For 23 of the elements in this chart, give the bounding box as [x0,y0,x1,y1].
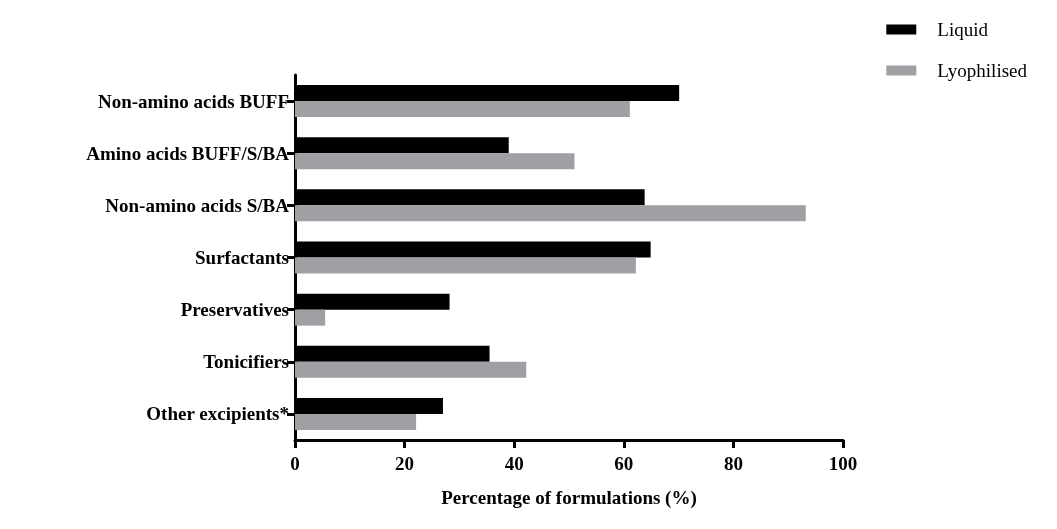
bar [295,153,575,170]
bar [295,205,806,222]
bar [295,101,630,118]
bar [295,257,636,274]
x-tick-label: 100 [828,453,858,474]
y-tick-label: Surfactants [195,247,289,268]
bar [295,361,527,378]
y-tick-label: Tonicifiers [203,351,289,373]
y-tick-label: Other excipients* [146,403,289,425]
x-tick-label: 0 [290,453,300,474]
x-tick-label: 80 [723,453,743,474]
y-tick-label: Non-amino acids BUFF [97,90,289,112]
legend-label: Lyophilised [937,60,1028,81]
bar [295,309,326,326]
x-tick-label: 20 [395,453,415,474]
y-tick-label: Preservatives [180,299,289,321]
x-axis-title: Percentage of formulations (%) [441,487,697,509]
x-tick-label: 60 [614,453,634,474]
y-tick-label: Amino acids BUFF/S/BA [86,142,290,164]
x-tick-label: 40 [504,453,524,474]
y-tick-label: Non-amino acids S/BA [105,194,290,216]
legend-label: Liquid [937,19,989,40]
bar [295,413,417,430]
